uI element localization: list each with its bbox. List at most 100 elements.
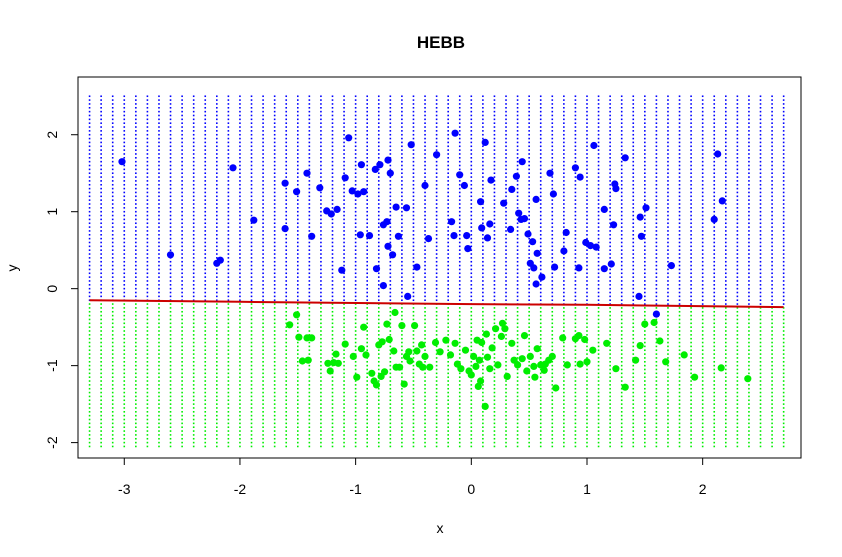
grid-dot	[308, 241, 311, 244]
grid-dot	[644, 360, 646, 363]
grid-dot	[505, 172, 507, 175]
grid-dot	[389, 395, 392, 398]
grid-dot	[273, 249, 276, 251]
grid-dot	[458, 337, 461, 340]
grid-dot	[574, 103, 577, 105]
grid-dot	[262, 114, 264, 117]
grid-dot	[146, 137, 149, 140]
grid-dot	[262, 318, 264, 321]
grid-dot	[424, 291, 426, 294]
grid-dot	[667, 307, 669, 309]
grid-dot	[574, 214, 577, 217]
grid-dot	[447, 276, 449, 278]
grid-dot	[320, 153, 322, 155]
grid-dot	[181, 341, 183, 344]
grid-dot	[632, 114, 635, 117]
grid-dot	[458, 349, 461, 352]
grid-dot	[123, 368, 126, 371]
grid-dot	[343, 434, 345, 436]
grid-dot	[435, 176, 438, 178]
grid-dot	[644, 287, 646, 290]
grid-dot	[285, 237, 288, 240]
grid-dot	[100, 387, 102, 390]
grid-dot	[366, 426, 368, 429]
grid-dot	[366, 295, 368, 298]
grid-dot	[435, 287, 438, 290]
grid-dot	[505, 441, 507, 444]
grid-dot	[204, 291, 207, 294]
grid-dot	[135, 95, 137, 98]
grid-dot	[505, 276, 507, 278]
grid-dot	[644, 214, 646, 217]
grid-dot	[88, 414, 91, 417]
grid-dot	[609, 345, 611, 348]
grid-dot	[135, 137, 137, 140]
grid-dot	[701, 187, 704, 190]
grid-dot	[250, 164, 253, 167]
grid-dot	[192, 245, 195, 248]
grid-dot	[401, 183, 403, 186]
grid-dot	[401, 353, 403, 355]
grid-dot	[262, 337, 264, 340]
grid-dot	[458, 133, 461, 136]
grid-dot	[262, 172, 264, 175]
grid-dot	[701, 153, 704, 155]
grid-dot	[644, 257, 646, 259]
grid-dot	[377, 368, 380, 371]
grid-dot	[424, 199, 426, 201]
grid-dot	[470, 407, 473, 409]
grid-dot	[482, 253, 484, 255]
grid-dot	[239, 360, 241, 363]
grid-dot	[632, 199, 635, 201]
grid-dot	[158, 276, 160, 278]
grid-dot	[516, 183, 519, 186]
grid-dot	[331, 380, 334, 382]
grid-dot	[320, 126, 322, 128]
grid-dot	[135, 249, 137, 251]
grid-dot	[412, 195, 415, 198]
grid-dot	[424, 387, 426, 390]
grid-dot	[412, 291, 415, 294]
grid-dot	[192, 307, 195, 309]
grid-dot	[644, 364, 646, 367]
grid-dot	[447, 384, 449, 386]
grid-dot	[401, 291, 403, 294]
grid-dot	[424, 434, 426, 436]
grid-dot	[123, 249, 126, 251]
grid-dot	[690, 437, 692, 440]
grid-dot	[239, 149, 241, 151]
grid-dot	[516, 257, 519, 259]
grid-dot	[424, 172, 426, 175]
grid-dot	[239, 314, 241, 317]
grid-dot	[539, 426, 542, 429]
grid-dot	[667, 280, 669, 282]
grid-dot	[100, 445, 102, 448]
grid-dot	[667, 149, 669, 151]
grid-dot	[262, 160, 264, 163]
grid-dot	[539, 160, 542, 163]
grid-dot	[516, 126, 519, 128]
grid-dot	[401, 276, 403, 278]
grid-dot	[655, 145, 658, 148]
grid-dot	[528, 376, 530, 378]
grid-dot	[135, 441, 137, 444]
grid-dot	[609, 318, 611, 321]
grid-dot	[123, 399, 126, 402]
grid-dot	[435, 384, 438, 386]
grid-dot	[493, 387, 496, 390]
grid-dot	[331, 310, 334, 313]
grid-dot	[111, 368, 114, 371]
grid-dot	[412, 191, 415, 194]
grid-dot	[401, 357, 403, 359]
grid-dot	[273, 310, 276, 313]
grid-dot	[169, 149, 172, 151]
grid-dot	[458, 411, 461, 413]
grid-dot	[88, 422, 91, 425]
grid-dot	[158, 322, 160, 325]
grid-dot	[574, 395, 577, 398]
grid-dot	[354, 218, 357, 221]
grid-dot	[146, 195, 149, 198]
grid-dot	[412, 353, 415, 355]
grid-dot	[111, 226, 114, 228]
grid-dot	[227, 418, 230, 421]
